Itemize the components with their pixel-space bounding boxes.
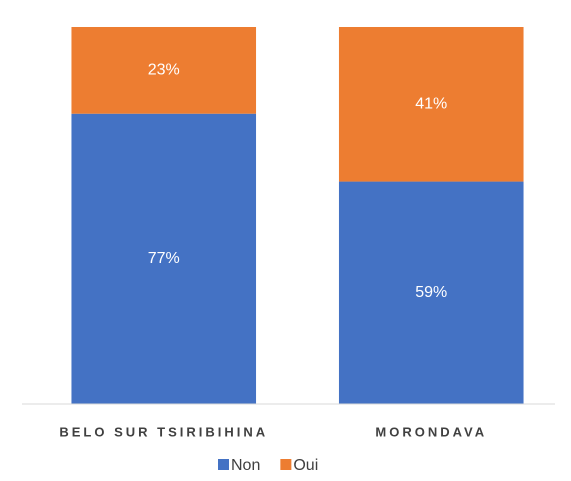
- data-label: 41%: [415, 96, 447, 113]
- x-tick-label: MORONDAVA: [375, 424, 487, 439]
- legend-swatch: [218, 459, 229, 470]
- legend-swatch: [280, 459, 292, 470]
- bar-segment: [71, 113, 257, 405]
- data-label: 77%: [148, 250, 180, 267]
- bar-segment: [338, 181, 524, 404]
- data-label: 59%: [415, 284, 447, 301]
- legend-label: Oui: [293, 457, 318, 474]
- bar-segment: [338, 27, 524, 182]
- legend-label: Non: [231, 457, 260, 474]
- data-label: 23%: [148, 62, 180, 79]
- x-tick-label: BELO SUR TSIRIBIHINA: [59, 424, 268, 439]
- bar-segment: [71, 27, 257, 114]
